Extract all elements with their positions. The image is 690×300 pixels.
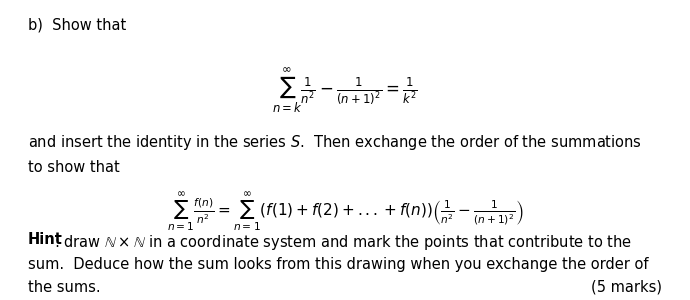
Text: $\sum_{n=k}^{\infty}\frac{1}{n^2} - \frac{1}{(n+1)^2} = \frac{1}{k^2}$: $\sum_{n=k}^{\infty}\frac{1}{n^2} - \fra… <box>272 66 418 116</box>
Text: $\sum_{n=1}^{\infty}\frac{f(n)}{n^2}$$= \sum_{n=1}^{\infty}(f(1)+f(2)+...+f(n))\: $\sum_{n=1}^{\infty}\frac{f(n)}{n^2}$$= … <box>167 190 523 234</box>
Text: and insert the identity in the series $S$.  Then exchange the order of the summa: and insert the identity in the series $S… <box>28 134 642 152</box>
Text: Hint: Hint <box>28 232 63 247</box>
Text: : draw $\mathbb{N}\times\mathbb{N}$ in a coordinate system and mark the points t: : draw $\mathbb{N}\times\mathbb{N}$ in a… <box>54 232 632 251</box>
Text: (5 marks): (5 marks) <box>591 279 662 294</box>
Text: the sums.: the sums. <box>28 280 100 296</box>
Text: b)  Show that: b) Show that <box>28 18 126 33</box>
Text: sum.  Deduce how the sum looks from this drawing when you exchange the order of: sum. Deduce how the sum looks from this … <box>28 256 648 272</box>
Text: to show that: to show that <box>28 160 119 175</box>
